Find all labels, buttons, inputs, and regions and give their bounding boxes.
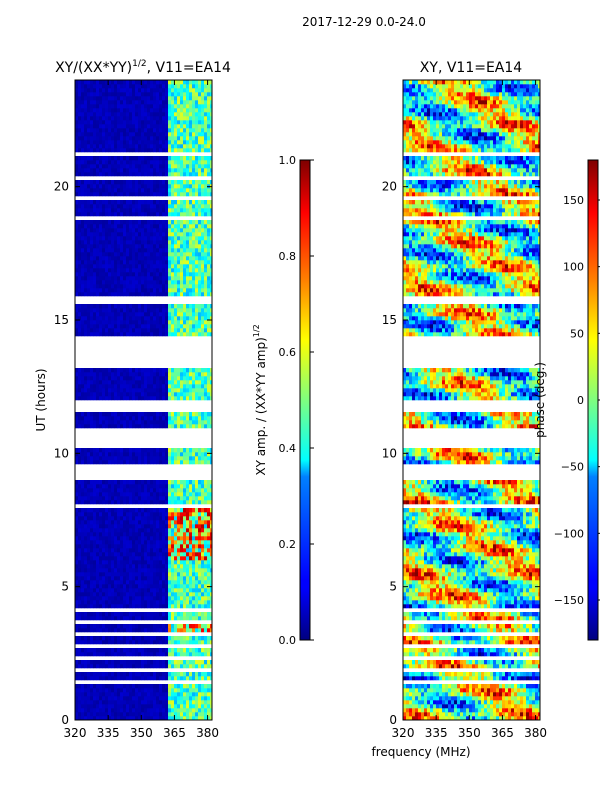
amp-title-exp: 1/2 (132, 59, 146, 69)
phase-heatmap (403, 80, 540, 720)
amp-y-axis-label: UT (hours) (34, 368, 48, 431)
phase-colorbar (587, 159, 599, 641)
x-tick-label: 380 (524, 726, 547, 740)
phase-panel-title: XY, V11=EA14 (420, 60, 522, 76)
colorbar-tick-label: 0.6 (279, 346, 297, 359)
amp-plot-frame (74, 79, 213, 721)
phase-plot-frame (402, 79, 541, 721)
amp-title-base: XY/(XX*YY) (55, 60, 132, 76)
y-tick-label: 15 (382, 313, 397, 327)
colorbar-tick-label: 0 (577, 394, 584, 407)
amp-cb-label-base: XY amp. / (XX*YY amp) (254, 337, 268, 475)
colorbar-tick-label: −50 (561, 461, 584, 474)
phase-colorbar-label: phase (deg.) (533, 362, 547, 438)
y-tick-label: 20 (54, 180, 69, 194)
x-tick-label: 380 (196, 726, 219, 740)
x-tick-label: 350 (130, 726, 153, 740)
colorbar-tick-label: 0.0 (279, 634, 297, 647)
colorbar-tick-label: 150 (563, 194, 584, 207)
amp-colorbar (299, 159, 311, 641)
colorbar-tick-label: 0.2 (279, 538, 297, 551)
y-tick-label: 5 (61, 580, 69, 594)
colorbar-tick-label: 1.0 (279, 154, 297, 167)
figure-suptitle: 2017-12-29 0.0-24.0 (302, 15, 426, 29)
x-tick-label: 320 (392, 726, 415, 740)
shared-x-axis-label: frequency (MHz) (371, 745, 470, 759)
amp-heatmap (75, 80, 212, 720)
colorbar-tick-label: 100 (563, 261, 584, 274)
colorbar-tick-label: −100 (554, 527, 584, 540)
x-tick-label: 365 (163, 726, 186, 740)
amp-title-suffix: , V11=EA14 (147, 60, 231, 76)
y-tick-label: 5 (389, 580, 397, 594)
y-tick-label: 20 (382, 180, 397, 194)
colorbar-tick-label: 0.8 (279, 250, 297, 263)
y-tick-label: 10 (54, 446, 69, 460)
amp-panel-title: XY/(XX*YY)1/2, V11=EA14 (55, 59, 231, 76)
x-tick-label: 335 (97, 726, 120, 740)
colorbar-tick-label: −150 (554, 594, 584, 607)
y-tick-label: 10 (382, 446, 397, 460)
phase-axes-ticks: 320 335 350 365 380 0 5 10 15 20 (382, 80, 547, 740)
amp-colorbar-label: XY amp. / (XX*YY amp)1/2 (252, 324, 268, 475)
amp-colorbar-ticks: 0.0 0.2 0.4 0.6 0.8 1.0 (279, 154, 314, 647)
y-tick-label: 15 (54, 313, 69, 327)
colorbar-tick-label: 50 (570, 327, 584, 340)
phase-colorbar-ticks: 150 100 50 0 −50 −100 −150 (554, 194, 600, 607)
amp-cb-label-exp: 1/2 (252, 324, 261, 337)
colorbar-tick-label: 0.4 (279, 442, 297, 455)
x-tick-label: 320 (64, 726, 87, 740)
x-tick-label: 350 (458, 726, 481, 740)
x-tick-label: 365 (491, 726, 514, 740)
y-tick-label: 0 (389, 713, 397, 727)
y-tick-label: 0 (61, 713, 69, 727)
amp-axes-ticks: 320 335 350 365 380 0 5 10 15 20 (54, 80, 219, 740)
x-tick-label: 335 (425, 726, 448, 740)
